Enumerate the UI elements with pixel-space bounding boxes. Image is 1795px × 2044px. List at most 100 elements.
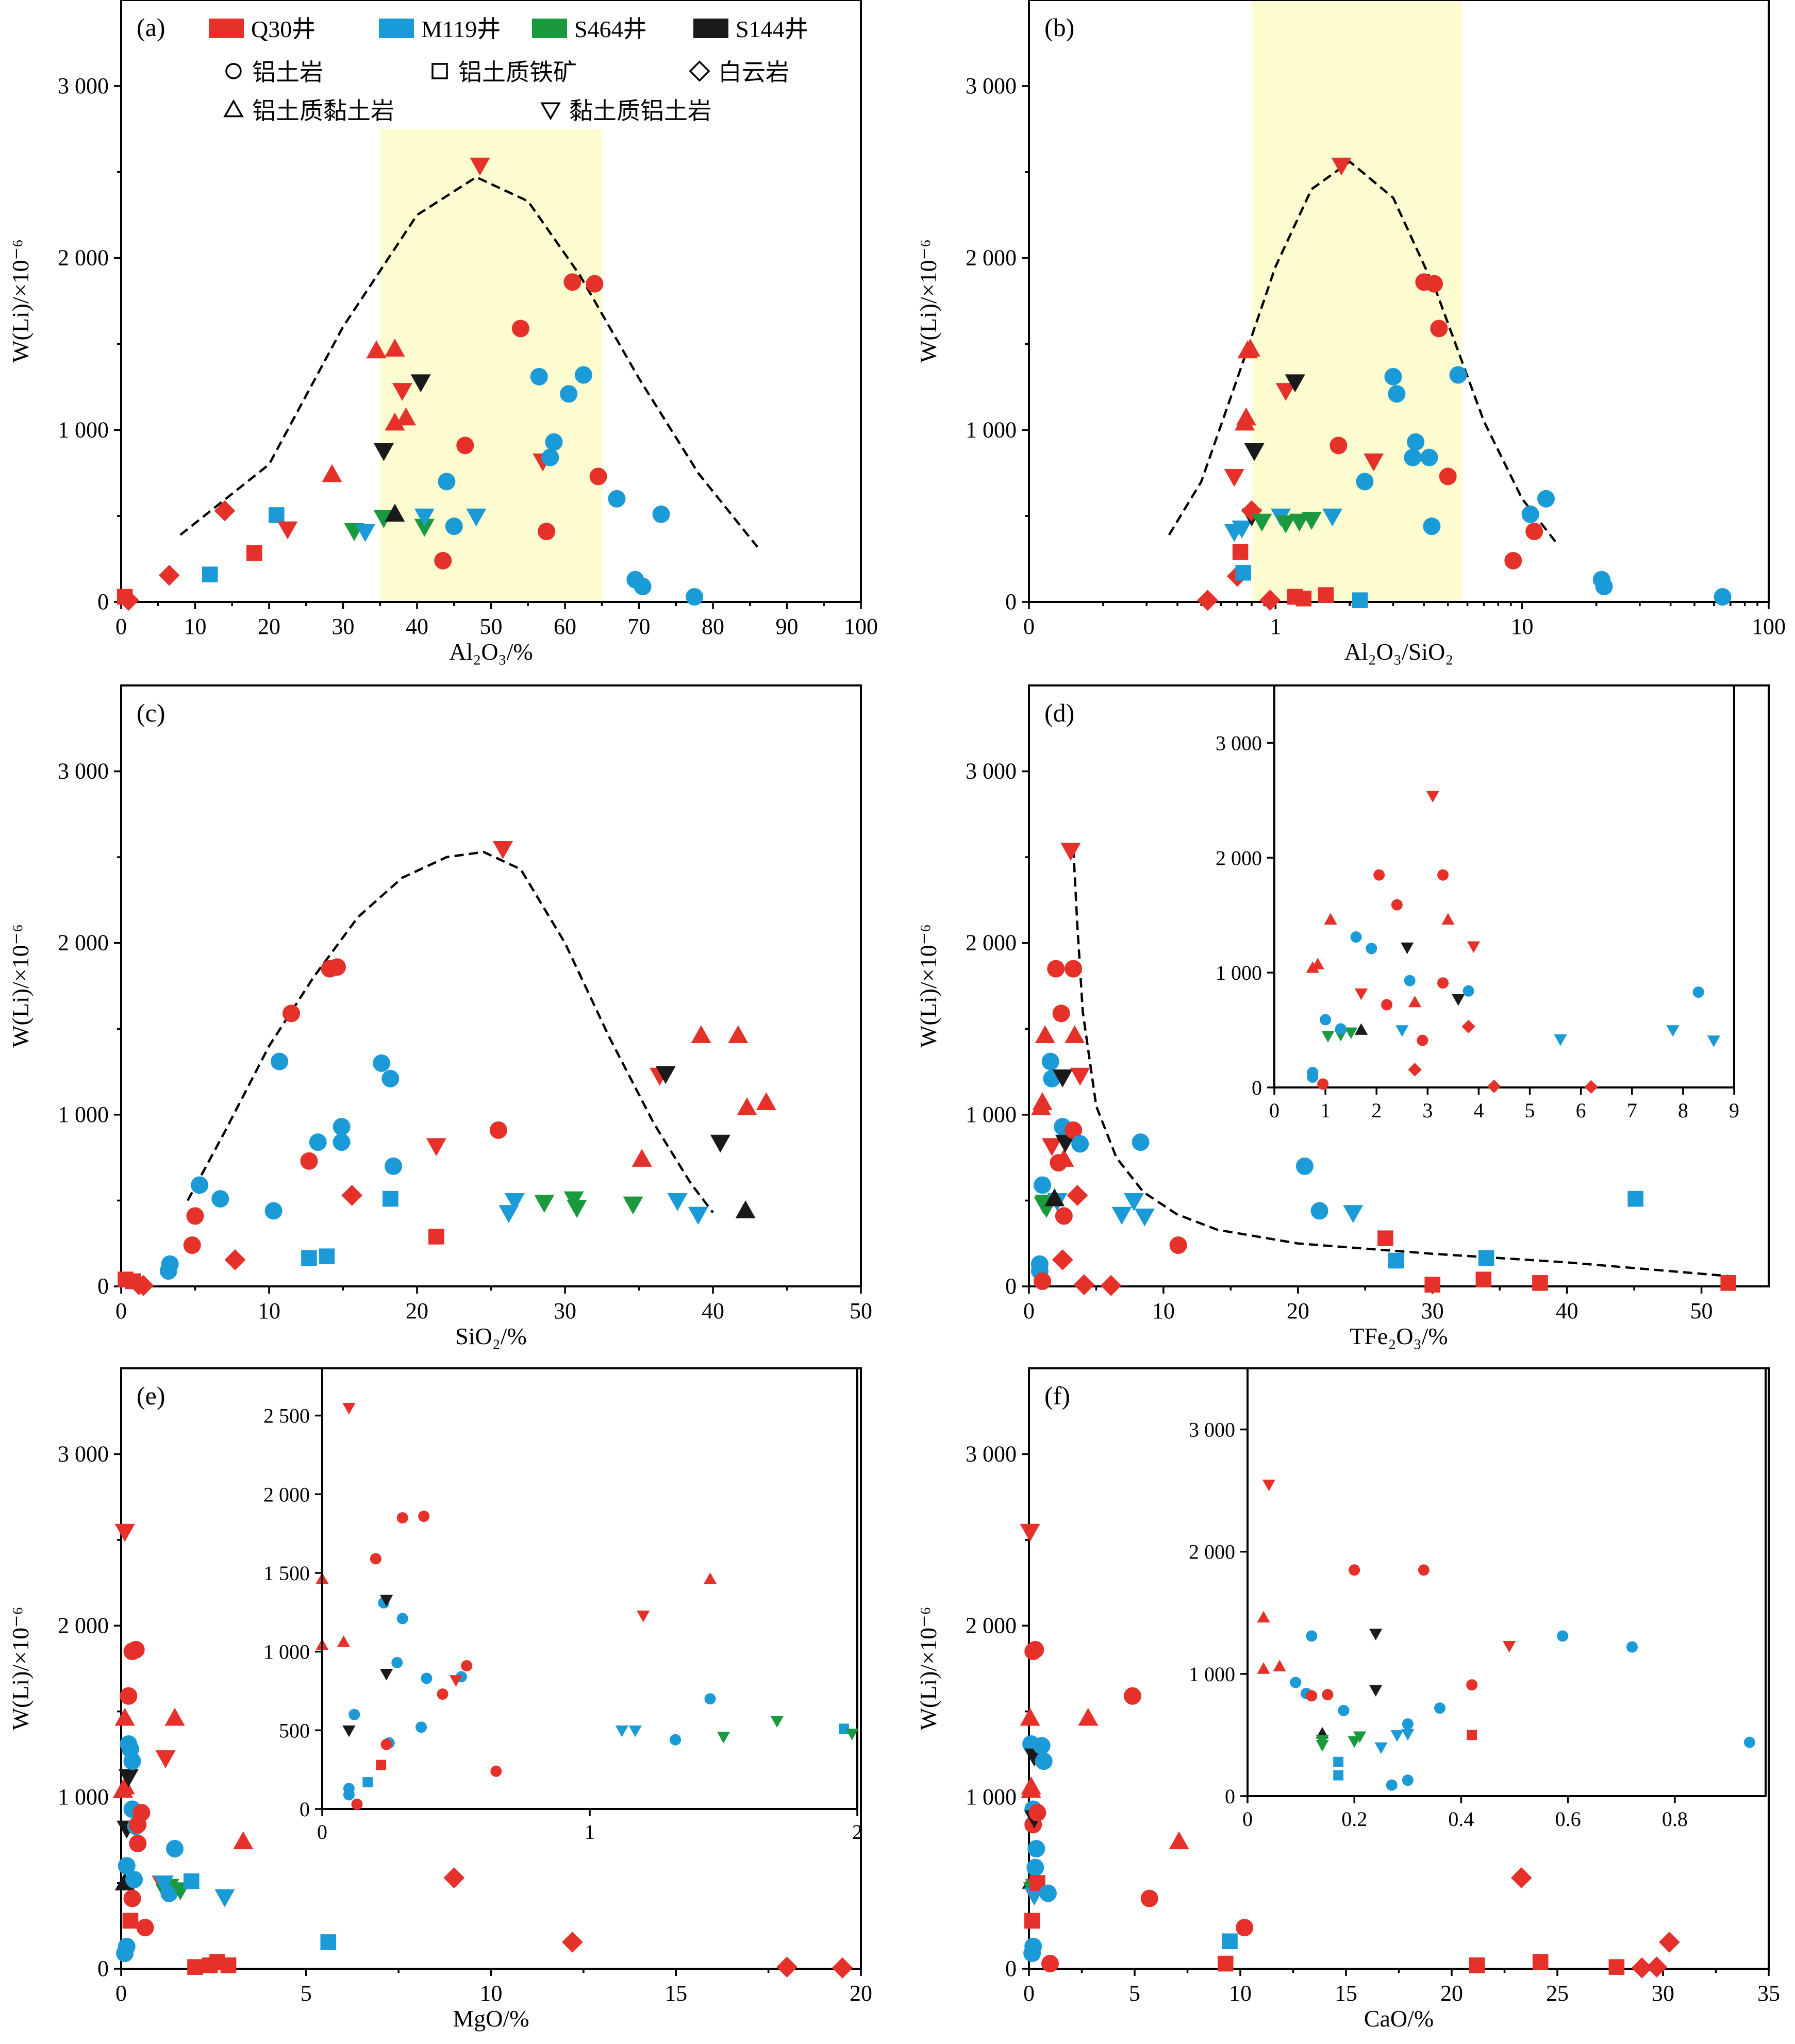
data-point <box>1024 1937 1042 1955</box>
x-tick-label: 15 <box>664 1981 687 2006</box>
x-tick-label: 0.6 <box>1555 1807 1581 1831</box>
data-point <box>735 1200 756 1218</box>
data-point <box>269 507 285 523</box>
data-point <box>438 473 456 491</box>
data-point <box>1232 544 1249 560</box>
x-tick-label: 9 <box>1729 1099 1739 1122</box>
panel-label: (c) <box>137 698 165 727</box>
legend-swatch-S464 <box>532 19 567 38</box>
data-point <box>534 1195 555 1213</box>
x-axis-label: MgO/% <box>453 2005 529 2032</box>
data-point <box>129 1835 147 1853</box>
plot-frame <box>1028 0 1770 603</box>
legend-well-label: M119井 <box>421 16 501 42</box>
data-point <box>490 1765 502 1777</box>
data-point <box>567 1200 587 1218</box>
data-point <box>710 1134 730 1153</box>
data-point <box>1301 512 1322 530</box>
data-point <box>1222 1933 1238 1950</box>
x-tick-label: 30 <box>1421 1298 1444 1323</box>
data-point <box>1039 1884 1057 1902</box>
y-tick-label: 0 <box>1005 1956 1017 1981</box>
data-point <box>1478 1250 1494 1266</box>
x-tick-label: 20 <box>258 614 280 639</box>
x-tick-label: 5 <box>301 1981 312 2006</box>
inset-e: 0 1 2 0 500 1 000 1 500 2 000 2 500 <box>263 1367 862 1844</box>
data-point <box>1344 1027 1358 1040</box>
data-point <box>184 1873 200 1889</box>
data-point <box>1052 1069 1073 1087</box>
y-tick-label: 0 <box>97 589 109 614</box>
data-point <box>1354 988 1368 1000</box>
x-tick-label: 0.8 <box>1662 1807 1688 1831</box>
data-point <box>1420 448 1438 466</box>
y-tick-label: 1 000 <box>1189 1663 1235 1686</box>
chart-panel-b: 0 1 10 100 0 1 000 2 000 3 000 (b) Al₂O₃/SiO₂ W(Li… <box>915 0 1786 665</box>
inset-bg <box>322 1368 857 1809</box>
y-tick-label: 0 <box>1252 1076 1262 1099</box>
data-point <box>1273 1660 1286 1671</box>
data-point <box>1073 1274 1095 1296</box>
y-tick-label: 3 000 <box>58 759 109 784</box>
data-point <box>342 1402 356 1415</box>
x-axis-label: Al₂O₃/% <box>449 639 533 665</box>
data-point <box>379 1595 393 1607</box>
data-point <box>832 1957 853 1979</box>
data-point <box>376 1760 387 1770</box>
data-point <box>1252 513 1272 532</box>
data-point <box>1317 1078 1329 1090</box>
data-point <box>160 1884 178 1902</box>
data-point <box>1041 1955 1059 1973</box>
x-tick-label: 40 <box>1556 1298 1578 1323</box>
x-axis-label: SiO₂/% <box>455 1323 527 1349</box>
x-tick-label: 30 <box>1652 1981 1674 2006</box>
data-point <box>728 1025 749 1044</box>
data-point <box>1236 1919 1254 1937</box>
y-tick-label: 2 500 <box>263 1404 310 1428</box>
x-tick-label: 4 <box>1473 1099 1484 1122</box>
x-tick-label: 30 <box>554 1298 576 1323</box>
data-point <box>1466 1679 1478 1691</box>
data-point <box>1027 1840 1045 1857</box>
data-point <box>1395 1025 1409 1037</box>
data-point <box>1310 1202 1328 1220</box>
inset-bg <box>1274 685 1734 1087</box>
panel-label: (b) <box>1044 13 1074 42</box>
data-point <box>492 841 513 859</box>
data-point <box>1123 1687 1141 1705</box>
data-point <box>1259 590 1281 611</box>
data-point <box>845 1729 859 1740</box>
data-point <box>1169 1831 1189 1850</box>
x-tick-label: 0 <box>1023 1981 1035 2006</box>
data-point <box>301 1250 317 1266</box>
data-point <box>385 412 405 431</box>
data-point <box>1318 587 1334 603</box>
data-point <box>1218 1955 1234 1972</box>
data-point <box>1055 1207 1073 1225</box>
data-point <box>337 1635 351 1647</box>
data-point <box>1461 1019 1475 1034</box>
data-point <box>246 545 262 561</box>
data-point <box>1306 1630 1318 1642</box>
data-point <box>1391 899 1403 911</box>
x-tick-label: 1 <box>1320 1099 1331 1122</box>
x-tick-label: 90 <box>776 614 799 639</box>
data-point <box>1720 1275 1737 1291</box>
y-axis-label: W(Li)/×10⁻⁶ <box>915 239 941 363</box>
data-point <box>655 1066 676 1084</box>
x-tick-label: 10 <box>1511 614 1534 639</box>
data-point <box>136 1919 154 1937</box>
data-point <box>456 437 474 455</box>
data-point <box>421 1672 433 1684</box>
data-point <box>395 407 417 426</box>
data-point <box>1402 1718 1414 1730</box>
data-point <box>1020 1707 1040 1726</box>
x-tick-label: 8 <box>1678 1099 1688 1122</box>
data-point <box>428 1229 444 1245</box>
data-point <box>443 1867 465 1888</box>
data-point <box>1055 1134 1075 1153</box>
y-tick-label: 2 000 <box>1216 846 1262 869</box>
data-point <box>1430 320 1448 338</box>
data-point <box>1100 1275 1122 1296</box>
y-tick-label: 1 500 <box>263 1562 310 1585</box>
